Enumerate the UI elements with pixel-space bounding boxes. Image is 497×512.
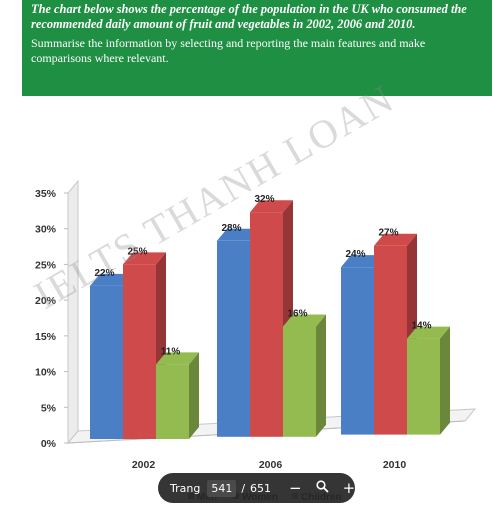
bar-top [250, 200, 293, 213]
value-label: 32% [254, 194, 274, 205]
y-tick-label: 15% [35, 331, 57, 343]
task-title: The chart below shows the percentage of … [31, 2, 467, 31]
y-tick-label: 0% [41, 438, 57, 450]
y-tick-label: 10% [35, 367, 57, 379]
task-instruction: Summarise the information by selecting a… [31, 36, 426, 65]
chart-side-wall [67, 179, 79, 445]
value-label: 11% [161, 346, 181, 357]
minus-icon[interactable]: − [289, 479, 302, 497]
value-label: 22% [94, 268, 114, 279]
x-tick-label: 2002 [132, 459, 156, 471]
bar-chart: 0% 5% 10% 15% 20% 25% 30% 35% 22% 25% 11% 2002 28% 32… [35, 179, 477, 503]
y-tick-label: 5% [41, 402, 57, 414]
bar-top [123, 252, 166, 265]
page-label: Trang [170, 481, 201, 495]
bar-top [407, 326, 450, 339]
bar-children [283, 326, 316, 437]
plus-icon[interactable]: + [342, 479, 356, 497]
pdf-page-toolbar: Trang 541 / 651 − + [158, 473, 355, 503]
y-tick-label: 20% [35, 295, 57, 307]
bar-women [374, 245, 407, 435]
bar-side [440, 326, 450, 435]
bar-men [90, 285, 123, 439]
y-tick-label: 35% [35, 188, 57, 200]
x-tick-label: 2010 [383, 459, 407, 471]
bar-men [341, 267, 374, 435]
value-label: 28% [221, 223, 241, 234]
bar-top [217, 228, 260, 241]
value-label: 24% [345, 249, 365, 260]
bar-men [217, 240, 250, 437]
y-tick-label: 25% [35, 259, 57, 271]
bar-top [156, 352, 199, 365]
value-label: 14% [411, 321, 431, 332]
x-tick-label: 2006 [259, 459, 283, 471]
bar-top [283, 314, 326, 327]
bar-top [341, 255, 384, 268]
task-box: The chart below shows the percentage of … [22, 0, 492, 96]
value-label: 25% [127, 246, 147, 257]
bar-side [316, 314, 326, 437]
bar-children [407, 338, 440, 435]
value-label: 27% [378, 228, 398, 239]
bar-children [156, 364, 189, 439]
bar-women [123, 264, 156, 439]
page-number-input[interactable]: 541 [207, 479, 237, 497]
magnifier-icon[interactable] [316, 479, 329, 497]
bar-side [189, 352, 199, 439]
bar-top [90, 273, 133, 286]
bar-women [250, 212, 283, 437]
page-separator: / [241, 481, 246, 495]
y-tick-label: 30% [35, 224, 57, 236]
bar-top [374, 233, 417, 246]
value-label: 16% [287, 309, 307, 320]
total-pages: 651 [250, 481, 272, 495]
